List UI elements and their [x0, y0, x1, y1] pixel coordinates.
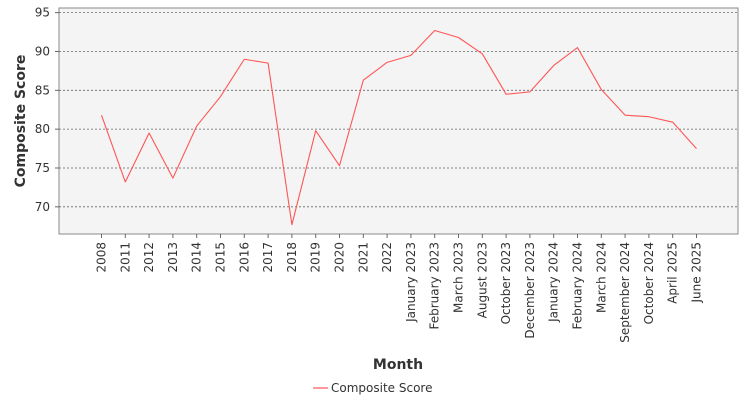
y-tick-label: 85	[35, 83, 50, 97]
x-tick-label: 2014	[190, 242, 204, 273]
x-tick-label: February 2024	[571, 242, 585, 330]
series-lines	[100, 29, 697, 226]
x-tick-label: September 2024	[618, 242, 632, 343]
x-tick-label: January 2023	[404, 242, 418, 323]
plot-area	[58, 7, 739, 235]
legend-label-composite-score: Composite Score	[331, 381, 432, 395]
x-tick-label: 2018	[285, 242, 299, 273]
x-tick-label: October 2024	[642, 242, 656, 324]
x-tick-label: January 2024	[547, 242, 561, 323]
x-tick-label: 2016	[237, 242, 251, 273]
x-tick-label: June 2025	[690, 242, 704, 304]
x-tick-label: 2022	[380, 242, 394, 273]
x-tick-label: April 2025	[666, 242, 680, 304]
grid-lines	[59, 12, 738, 208]
y-tick-label: 70	[35, 200, 50, 214]
x-axis-title: Month	[373, 357, 423, 373]
x-tick-label: March 2024	[594, 242, 608, 313]
x-axis-ticks: 2008 2011 2012 2013 2014 2015 2016 2017 2018 2019…	[95, 234, 704, 343]
x-tick-label: 2013	[166, 242, 180, 273]
y-tick-label: 75	[35, 161, 50, 175]
x-tick-label: 2008	[95, 242, 109, 273]
x-tick-label: December 2023	[523, 242, 537, 339]
x-tick-label: 2015	[214, 242, 228, 273]
x-tick-label: 2020	[333, 242, 347, 273]
legend: Composite Score	[313, 381, 432, 395]
y-axis-title: Composite Score	[13, 55, 29, 188]
x-tick-label: October 2023	[499, 242, 513, 324]
series-line-composite-score	[100, 29, 697, 226]
x-tick-label: 2011	[118, 242, 132, 273]
y-axis-ticks: 70 75 80 85 90 95	[35, 6, 59, 214]
y-tick-label: 95	[35, 6, 50, 20]
x-tick-label: 2019	[309, 242, 323, 273]
x-tick-label: March 2023	[452, 242, 466, 313]
x-tick-label: 2017	[261, 242, 275, 273]
x-tick-label: 2012	[142, 242, 156, 273]
y-tick-label: 90	[35, 44, 50, 58]
x-tick-label: 2021	[356, 242, 370, 273]
x-tick-label: February 2023	[428, 242, 442, 330]
y-tick-label: 80	[35, 122, 50, 136]
x-tick-label: August 2023	[475, 242, 489, 318]
